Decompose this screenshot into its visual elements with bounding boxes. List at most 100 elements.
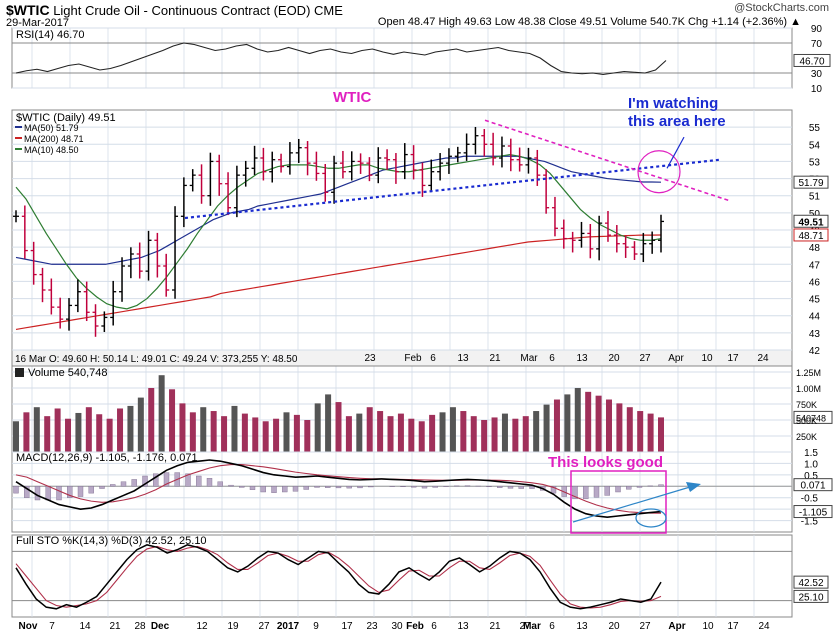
macd-right-box <box>793 478 833 492</box>
volume-bar <box>252 417 259 452</box>
annot-wtic: WTIC <box>333 89 371 106</box>
price-xaxis-label: 23 <box>364 353 376 364</box>
volume-bar <box>137 397 144 452</box>
volume-bar <box>377 411 384 452</box>
macd-histogram-bar <box>518 486 524 489</box>
volume-bar <box>169 389 176 452</box>
price-info: 16 Mar O: 49.60 H: 50.14 L: 49.01 C: 49.… <box>15 354 298 365</box>
bottom-xaxis-label: 13 <box>457 621 469 632</box>
volume-bar <box>117 408 124 452</box>
macd-histogram-bar <box>185 473 191 487</box>
macd-tick-label: -1.5 <box>801 517 819 528</box>
bottom-xaxis-label: 27 <box>519 621 531 632</box>
legend-entry: MA(50) 51.79 <box>24 123 79 133</box>
price-xaxis-label: 20 <box>608 353 620 364</box>
bottom-xaxis-label: 17 <box>341 621 353 632</box>
macd-histogram-bar <box>153 473 159 487</box>
macd-histogram-bar <box>120 481 127 487</box>
volume-bar <box>626 407 633 452</box>
rsi-tick-label: 30 <box>811 69 823 80</box>
macd-histogram-bar <box>529 486 535 489</box>
sto-title: Full STO %K(14,3) %D(3) 42.52, 25.10 <box>16 535 207 547</box>
macd-histogram-bar <box>626 486 632 490</box>
legend-entry: MA(200) 48.71 <box>24 134 84 144</box>
macd-histogram-bar <box>67 486 73 498</box>
volume-bar <box>96 414 103 452</box>
bottom-xaxis-label: 2017 <box>277 621 300 632</box>
volume-bar <box>397 413 404 452</box>
rsi-panel-frame <box>11 27 793 89</box>
macd-cross-ellipse <box>635 508 667 528</box>
price-tick-label: 42 <box>809 346 821 357</box>
price-xaxis-label: Mar <box>520 353 538 364</box>
bottom-xaxis-label: 27 <box>639 621 651 632</box>
price-right-label: 48.71 <box>798 231 823 242</box>
price-right-box <box>793 228 829 242</box>
volume-bar <box>449 407 456 452</box>
volume-bar <box>512 418 519 452</box>
ma50-line <box>15 155 662 265</box>
price-tick-label: 53 <box>809 157 821 168</box>
macd-histogram-bar <box>239 486 245 488</box>
macd-histogram-bar <box>34 486 41 501</box>
volume-bar <box>418 421 425 452</box>
macd-histogram-bar <box>131 479 137 487</box>
bottom-xaxis-label: Apr <box>668 621 685 632</box>
volume-bar <box>231 405 238 452</box>
macd-histogram-bar <box>593 486 600 498</box>
volume-bar <box>356 413 363 452</box>
volume-bar <box>647 413 654 452</box>
price-xaxis-label: 24 <box>757 353 769 364</box>
volume-bar <box>564 394 571 452</box>
bottom-xaxis-label: 9 <box>313 621 319 632</box>
rsi-tick-label: 70 <box>811 39 823 50</box>
macd-tick-label: -0.5 <box>801 494 819 505</box>
price-xaxis-label: 17 <box>727 353 739 364</box>
bottom-xaxis-label: Nov <box>19 621 38 632</box>
legend-entry: MA(10) 48.50 <box>24 145 79 155</box>
volume-bar <box>491 417 498 452</box>
volume-bar <box>23 412 30 452</box>
volume-bar <box>605 399 612 452</box>
sto-d-line <box>15 545 662 609</box>
sto-right-box <box>793 575 829 589</box>
macd-histogram-bar <box>303 486 309 490</box>
macd-right-box <box>793 505 833 519</box>
volume-bar <box>439 412 446 452</box>
bottom-xaxis-label: 30 <box>391 621 403 632</box>
macd-histogram-bar <box>658 484 664 487</box>
macd-right-label: -1.105 <box>799 508 828 519</box>
bottom-xaxis-label: 19 <box>227 621 239 632</box>
volume-bar <box>293 414 300 452</box>
price-tick-label: 54 <box>809 140 821 151</box>
price-xaxis-label: Feb <box>404 353 422 364</box>
price-right-label: 49.51 <box>798 217 823 228</box>
stockcharts-logo: @StockCharts.com <box>734 2 829 14</box>
bottom-xaxis-label: Dec <box>151 621 170 632</box>
volume-bar <box>33 407 40 452</box>
price-xaxis-label: 6 <box>430 353 436 364</box>
volume-bar <box>408 418 415 452</box>
macd-panel-frame <box>11 451 793 533</box>
volume-bar <box>127 405 134 452</box>
macd-histogram-bar <box>99 486 105 489</box>
bottom-xaxis-label: 13 <box>576 621 588 632</box>
volume-bar <box>325 394 332 452</box>
rsi-tick-label: 10 <box>811 84 823 95</box>
ohlc-line: Open 48.47 High 49.63 Low 48.38 Close 49… <box>377 16 801 28</box>
volume-bar <box>522 416 529 452</box>
bottom-xaxis-label: 10 <box>702 621 714 632</box>
volume-bar <box>658 417 664 452</box>
macd-histogram-bar <box>228 484 234 487</box>
macd-histogram-bar <box>292 486 299 492</box>
macd-histogram-bar <box>368 486 374 488</box>
volume-bar <box>189 412 196 452</box>
macd-histogram-bar <box>196 475 202 487</box>
price-tick-label: 48 <box>809 243 821 254</box>
volume-bar <box>637 411 644 452</box>
volume-bar <box>481 420 488 452</box>
vol-tick-label: 500K <box>796 416 817 426</box>
macd-tick-label: 0.5 <box>804 471 818 482</box>
macd-arrow-line <box>572 486 691 523</box>
